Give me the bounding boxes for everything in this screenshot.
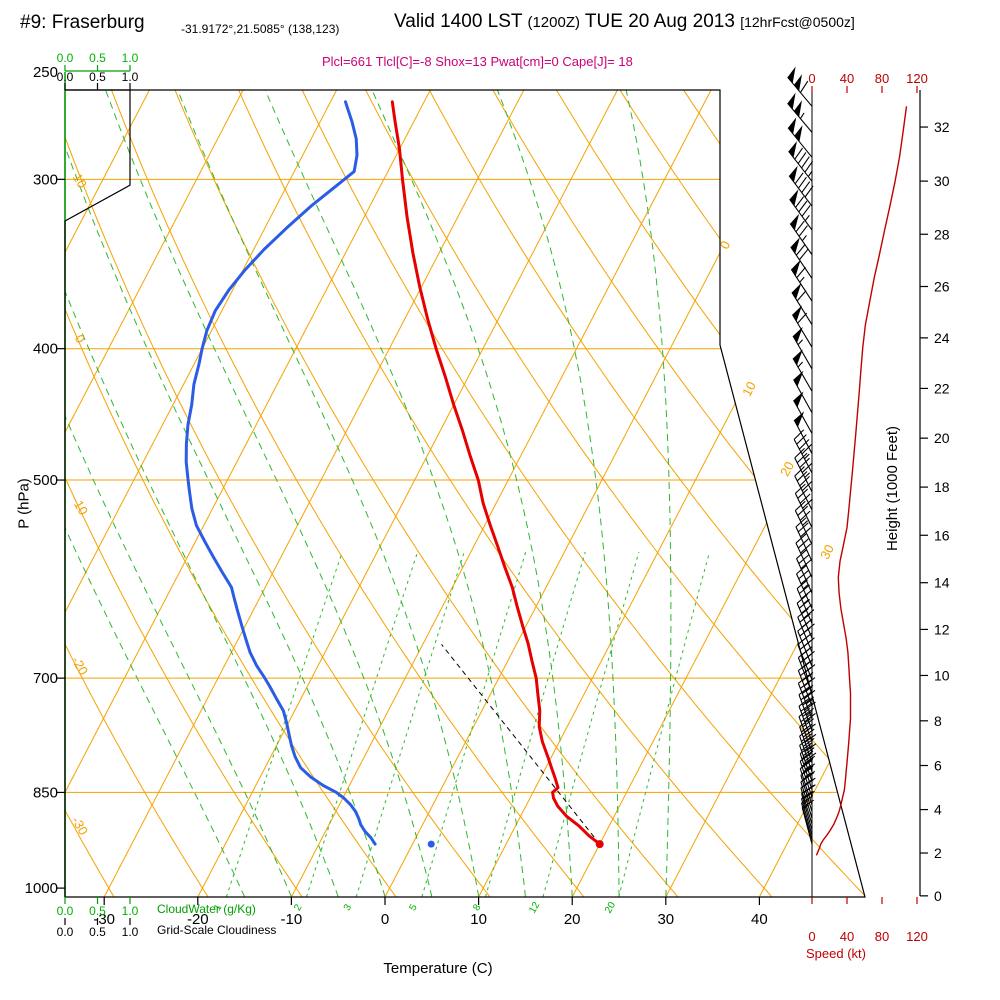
svg-text:2: 2 (292, 902, 305, 913)
svg-text:8: 8 (934, 713, 942, 729)
station-coordinates: -31.9172°,21.5085° (138,123) (181, 22, 340, 36)
svg-text:40: 40 (751, 911, 768, 928)
svg-text:30: 30 (817, 542, 837, 562)
svg-text:-10: -10 (69, 494, 91, 518)
svg-text:700: 700 (33, 670, 58, 687)
svg-text:26: 26 (934, 279, 950, 295)
svg-text:22: 22 (934, 380, 950, 396)
svg-text:0.5: 0.5 (89, 925, 106, 939)
svg-text:12: 12 (934, 621, 950, 637)
svg-text:10: 10 (934, 667, 950, 683)
cloudiness-axis-title: Grid-Scale Cloudiness (157, 923, 277, 937)
svg-text:1.0: 1.0 (122, 70, 139, 84)
svg-text:0.0: 0.0 (57, 70, 74, 84)
speed-axis-title: Speed (kt) (806, 946, 866, 961)
svg-text:6: 6 (934, 758, 942, 774)
svg-text:0: 0 (808, 929, 815, 944)
svg-text:500: 500 (33, 472, 58, 489)
svg-text:40: 40 (840, 929, 854, 944)
svg-text:0: 0 (717, 238, 734, 251)
surface-temp-dot (595, 840, 604, 849)
svg-text:28: 28 (934, 226, 950, 242)
pressure-axis-title: P (hPa) (15, 478, 33, 529)
svg-text:1: 1 (212, 902, 225, 913)
svg-text:1000: 1000 (25, 880, 58, 897)
svg-text:20: 20 (934, 430, 950, 446)
dewpoint-curve (184, 100, 377, 846)
svg-text:80: 80 (875, 71, 889, 86)
svg-text:0: 0 (808, 71, 815, 86)
svg-text:-30: -30 (93, 911, 115, 928)
svg-text:0.5: 0.5 (89, 904, 106, 918)
station-title: #9: Fraserburg (20, 12, 145, 33)
stability-indices: Plcl=661 Tlcl[C]=-8 Shox=13 Pwat[cm]=0 C… (322, 54, 633, 69)
svg-text:4: 4 (934, 802, 942, 818)
svg-text:12: 12 (527, 900, 542, 916)
svg-text:20: 20 (564, 911, 581, 928)
svg-text:120: 120 (906, 71, 928, 86)
svg-text:0: 0 (934, 888, 942, 904)
svg-text:850: 850 (33, 784, 58, 801)
svg-text:0.0: 0.0 (57, 904, 74, 918)
svg-text:-20: -20 (187, 911, 209, 928)
svg-text:120: 120 (906, 929, 928, 944)
svg-text:0.0: 0.0 (57, 925, 74, 939)
speed-curve (815, 106, 908, 856)
svg-text:24: 24 (934, 330, 950, 346)
svg-text:10: 10 (470, 911, 487, 928)
svg-text:5: 5 (407, 902, 420, 913)
svg-text:0: 0 (381, 911, 389, 928)
svg-text:250: 250 (33, 64, 58, 81)
svg-text:-10: -10 (281, 911, 303, 928)
valid-zulu: (1200Z) (527, 14, 580, 31)
svg-text:2: 2 (934, 845, 942, 861)
svg-text:3: 3 (342, 902, 355, 913)
valid-forecast: [12hrFcst@0500z] (740, 14, 855, 30)
svg-text:1.0: 1.0 (122, 925, 139, 939)
svg-text:400: 400 (33, 341, 58, 358)
svg-text:300: 300 (33, 171, 58, 188)
svg-text:14: 14 (934, 575, 950, 591)
svg-text:-30: -30 (69, 814, 91, 838)
svg-text:20: 20 (603, 900, 618, 916)
svg-text:20: 20 (777, 459, 797, 479)
plot-border (64, 89, 866, 898)
cloudiness-profile (64, 89, 131, 897)
svg-text:10: 10 (739, 379, 759, 399)
svg-text:30: 30 (934, 173, 950, 189)
temperature-curve (390, 100, 602, 846)
cloudwater-axis-title: CloudWater (g/Kg) (157, 902, 256, 916)
svg-text:16: 16 (934, 527, 950, 543)
background-grid (65, 90, 865, 897)
height-axis-title: Height (1000 Feet) (884, 425, 901, 552)
valid-date: TUE 20 Aug 2013 (584, 11, 735, 32)
svg-text:1.0: 1.0 (122, 904, 139, 918)
svg-text:0.5: 0.5 (89, 70, 106, 84)
svg-text:30: 30 (657, 911, 674, 928)
temperature-axis-title: Temperature (C) (383, 960, 493, 977)
svg-text:40: 40 (840, 71, 854, 86)
valid-time-title: Valid 1400 LST (1200Z) TUE 20 Aug 2013 [… (394, 11, 855, 33)
parcel-path (441, 644, 601, 845)
svg-text:80: 80 (875, 929, 889, 944)
svg-text:1.0: 1.0 (122, 51, 139, 65)
wind-barbs (787, 66, 817, 897)
svg-text:10: 10 (70, 171, 90, 191)
svg-text:0.0: 0.0 (57, 51, 74, 65)
svg-text:0.5: 0.5 (89, 51, 106, 65)
svg-text:32: 32 (934, 119, 950, 135)
svg-text:18: 18 (934, 479, 950, 495)
valid-main: Valid 1400 LST (394, 11, 523, 32)
svg-text:8: 8 (471, 902, 484, 913)
surface-dewpoint-dot (427, 840, 435, 848)
